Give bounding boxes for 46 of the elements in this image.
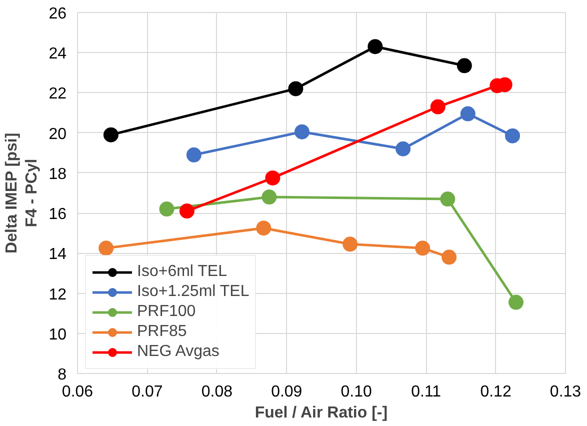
point <box>294 124 310 140</box>
point <box>505 128 520 144</box>
y-tick-label: 20 <box>48 126 67 143</box>
y-tick-label: 26 <box>48 6 67 22</box>
y-tick-label: 12 <box>48 286 67 304</box>
x-tick-label: 0.09 <box>271 384 302 400</box>
legend-label: NEG Avgas <box>137 343 220 361</box>
point <box>460 106 476 122</box>
x-axis-title: Fuel / Air Ratio [-] <box>254 404 388 422</box>
legend-label: Iso+6ml TEL <box>137 263 227 281</box>
point <box>98 240 114 256</box>
point <box>186 147 202 162</box>
y-tick-label: 8 <box>58 366 67 384</box>
point <box>368 39 383 54</box>
point <box>288 81 304 96</box>
y-tick-label: 18 <box>48 166 67 183</box>
y-tick-label: 16 <box>48 206 67 224</box>
x-tick-label: 0.12 <box>480 384 512 400</box>
point <box>396 141 411 156</box>
y-tick-label: 24 <box>48 46 67 63</box>
y-tick-label: 10 <box>48 326 67 344</box>
point <box>265 170 280 186</box>
x-tick-label: 0.08 <box>201 384 233 400</box>
point <box>440 192 456 207</box>
y-axis-title: Delta IMEP [psi] F4 - PCyl <box>3 132 41 254</box>
point <box>430 99 446 114</box>
point <box>179 204 194 219</box>
x-tick-label: 0.07 <box>132 384 163 400</box>
point <box>442 250 457 265</box>
point <box>508 294 524 310</box>
y-tick-label: 14 <box>48 246 67 264</box>
point <box>415 240 430 256</box>
point <box>456 58 472 74</box>
point <box>103 127 118 142</box>
x-tick-label: 0.13 <box>550 384 582 400</box>
point <box>256 220 272 236</box>
y-tick-label: 22 <box>48 86 67 103</box>
x-tick-label: 0.06 <box>62 384 94 400</box>
point <box>342 236 358 252</box>
x-tick-label: 0.10 <box>340 384 372 400</box>
point <box>262 190 277 204</box>
legend-label: PRF100 <box>137 303 196 321</box>
point <box>159 202 174 217</box>
legend-label: Iso+1.25ml TEL <box>137 283 250 301</box>
x-tick-label: 0.11 <box>411 384 442 400</box>
legend-label: PRF85 <box>137 323 187 341</box>
